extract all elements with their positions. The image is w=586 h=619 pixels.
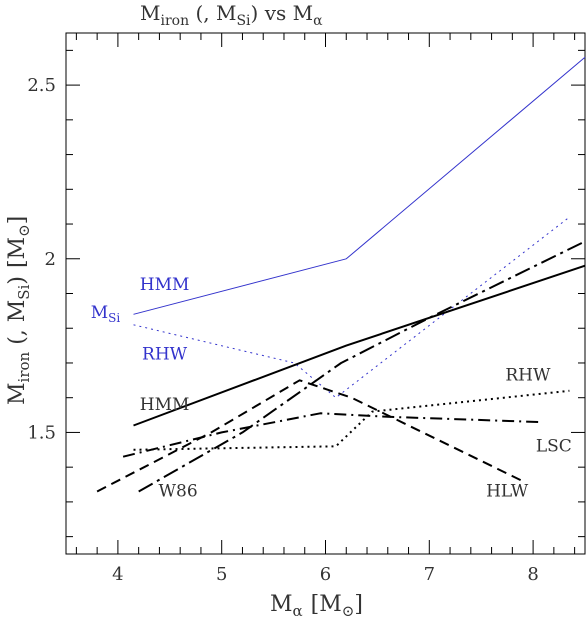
title-alpha-sub: α	[313, 13, 323, 29]
annotation-a_w86: W86	[159, 482, 198, 502]
ylabel-si-sub: Si	[15, 284, 33, 299]
chart-title: Miron (, MSi) vs Mα	[140, 1, 323, 29]
x-tick-label: 8	[527, 564, 538, 585]
ylabel-mid: (, M	[5, 300, 30, 352]
series-line-rhw_si	[133, 216, 570, 399]
xlabel-unit: [M	[311, 592, 342, 617]
ylabel-unit: [M	[5, 237, 30, 268]
series-line-hmm_si	[133, 56, 586, 315]
y-tick-label: 2.5	[27, 75, 56, 96]
title-mid: (, M	[189, 1, 236, 25]
xlabel-unit-close: ]	[354, 592, 363, 617]
annotation-a_hmm_blue: HMM	[140, 275, 190, 295]
y-axis-label: Miron (, MSi) [M⊙]	[5, 216, 33, 405]
x-axis-label: Mα [M⊙]	[270, 592, 363, 619]
x-tick-label: 4	[112, 564, 123, 585]
title-iron-sub: iron	[160, 13, 189, 29]
x-tick-label: 6	[320, 564, 331, 585]
annotation-layer: HMM MSi RHW HMM RHW LSC W86 HLW	[91, 275, 572, 502]
ylabel-unit-close: ]	[5, 216, 30, 225]
annotation-a_lsc: LSC	[536, 437, 572, 457]
x-tick-label: 7	[424, 564, 435, 585]
annotation-a_hlw: HLW	[486, 482, 529, 502]
x-tick-label: 5	[216, 564, 227, 585]
annotation-a_msi: MSi	[91, 303, 121, 325]
series-layer	[96, 56, 586, 493]
y-tick-label: 2	[45, 249, 56, 270]
title-si-sub: Si	[236, 13, 251, 29]
axis-ticks: 4 5 6 7 8 1.5 2 2.5	[27, 33, 585, 585]
ylabel-m: M	[5, 382, 30, 405]
annotation-a_rhw_blue: RHW	[142, 344, 188, 364]
series-line-w86	[138, 240, 586, 493]
xlabel-alpha-sub: α	[293, 602, 303, 619]
series-line-hmm	[133, 264, 586, 427]
xlabel-sun-sub: ⊙	[342, 602, 355, 619]
title-vs: ) vs M	[251, 1, 314, 25]
title-m-iron: M	[140, 1, 160, 25]
xlabel-m: M	[270, 592, 293, 617]
annotation-a_hmm_black: HMM	[140, 395, 190, 415]
series-line-lsc	[122, 412, 539, 458]
ylabel-iron-sub: iron	[15, 351, 33, 382]
y-tick-label: 1.5	[27, 422, 56, 443]
ylabel-close: )	[5, 276, 30, 285]
annotation-a_rhw_black: RHW	[505, 365, 551, 385]
series-line-hlw	[96, 379, 524, 493]
ylabel-sun-sub: ⊙	[15, 224, 33, 237]
